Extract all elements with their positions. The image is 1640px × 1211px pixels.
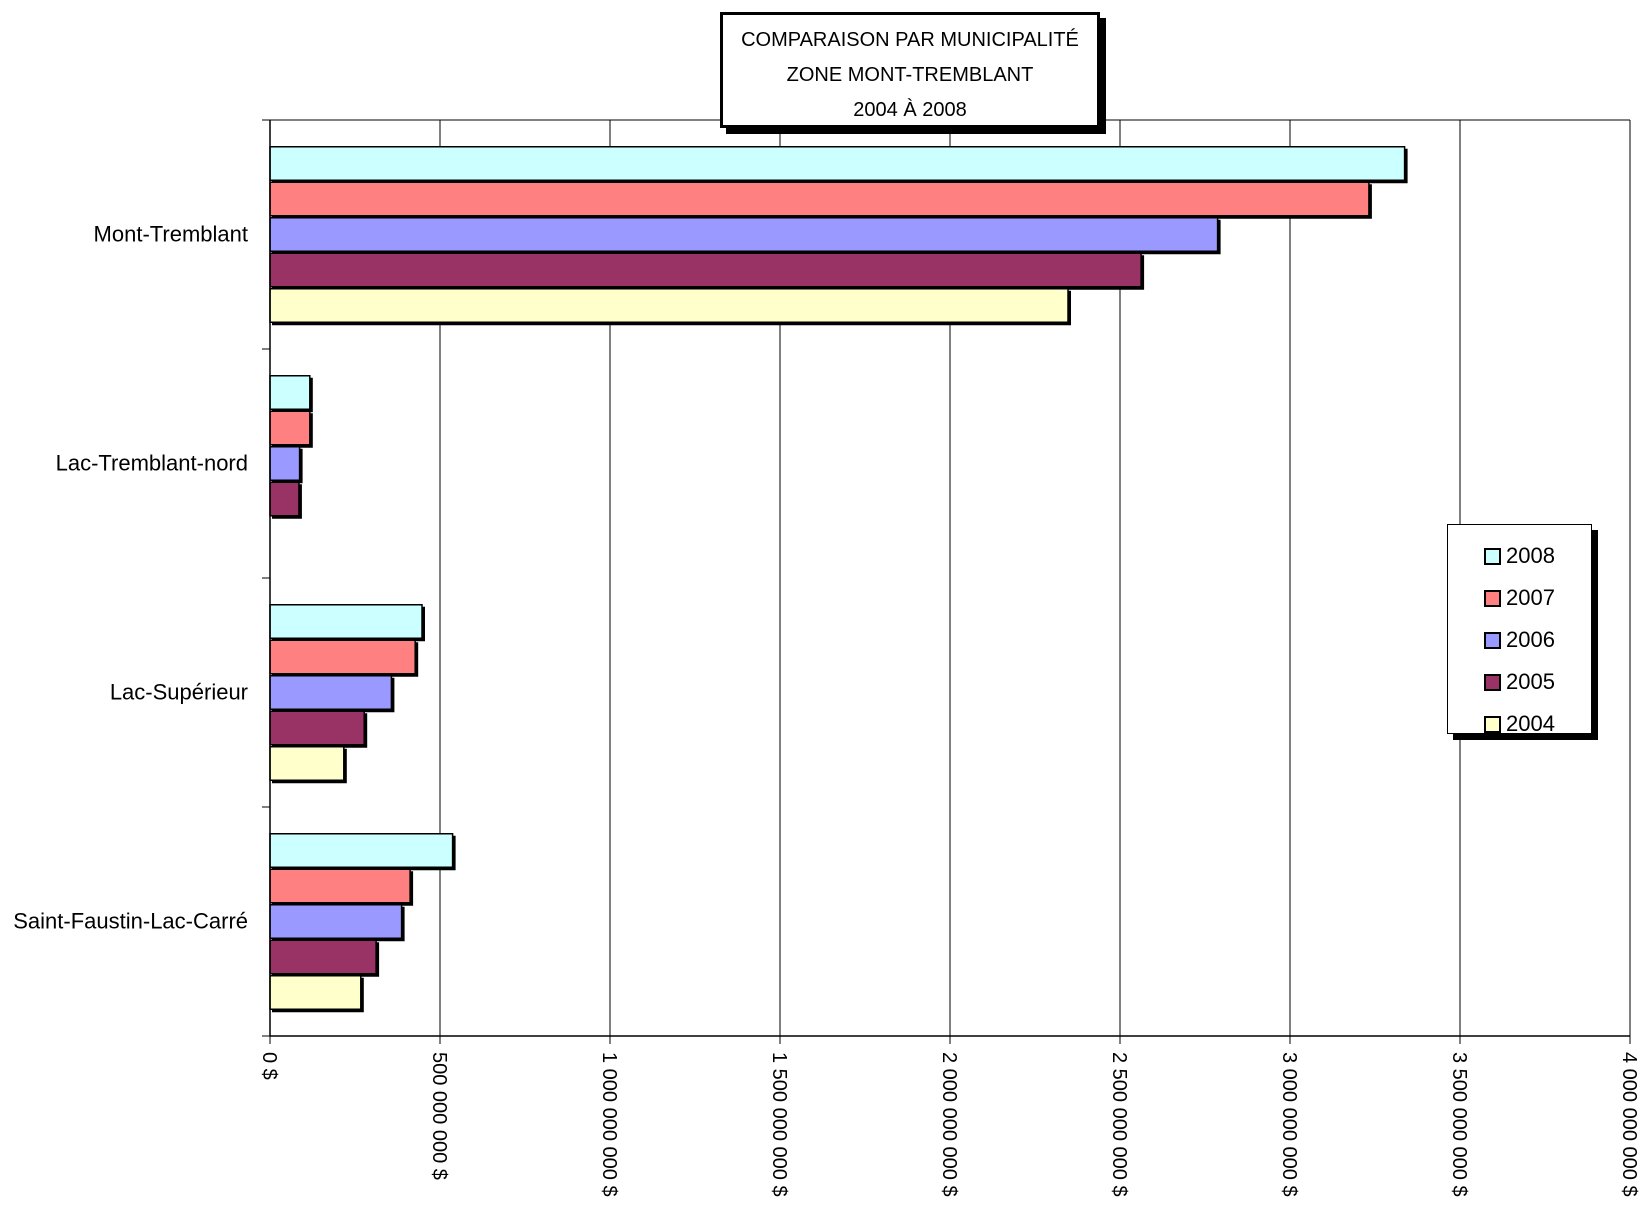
- chart-title-line-3: 2004 À 2008: [853, 99, 967, 121]
- bar-2-2005: [269, 710, 365, 746]
- category-label-1: Lac-Tremblant-nord: [56, 451, 248, 476]
- x-tick-label-5: 2 500 000 000 $: [1108, 1052, 1130, 1197]
- bar-0-2006: [269, 217, 1219, 252]
- legend-label-2007: 2007: [1506, 585, 1555, 610]
- bar-0-2005: [269, 252, 1142, 288]
- legend-swatch-2007: [1484, 589, 1501, 607]
- bar-3-2008: [269, 833, 454, 868]
- bar-1-2007: [269, 410, 311, 446]
- bar-0-2007: [269, 181, 1370, 217]
- bar-1-2008: [269, 375, 311, 410]
- legend-label-2008: 2008: [1506, 543, 1555, 568]
- bars: [269, 146, 1408, 1013]
- bar-0-2004: [269, 288, 1069, 323]
- x-tick-label-7: 3 500 000 000 $: [1448, 1052, 1470, 1197]
- bar-3-2006: [269, 904, 403, 939]
- labels: 0 $ 500 000 000 $ 1 000 000 000 $ 1 500 000…: [13, 222, 1640, 1197]
- bar-0-2008: [269, 146, 1406, 181]
- bar-1-2006: [269, 446, 301, 481]
- chart-title-line-1: COMPARAISON PAR MUNICIPALITÉ: [741, 29, 1079, 51]
- legend-item-2004: 2004: [1448, 703, 1591, 745]
- bar-2-2006: [269, 675, 393, 710]
- legend-item-2007: 2007: [1448, 577, 1591, 619]
- bar-2-2007: [269, 639, 416, 675]
- legend-label-2005: 2005: [1506, 669, 1555, 694]
- bar-2-2008: [269, 604, 423, 639]
- bar-3-2007: [269, 868, 411, 904]
- x-tick-label-8: 4 000 000 000 $: [1618, 1052, 1640, 1197]
- bar-2-2004: [269, 746, 345, 781]
- legend-swatch-2004: [1484, 715, 1501, 733]
- legend-label-2004: 2004: [1506, 711, 1555, 736]
- bar-1-2005: [269, 481, 300, 517]
- category-label-2: Lac-Supérieur: [110, 680, 248, 705]
- x-tick-label-4: 2 000 000 000 $: [938, 1052, 960, 1197]
- x-tick-label-2: 1 000 000 000 $: [598, 1052, 620, 1197]
- bar-3-2004: [269, 975, 362, 1010]
- x-tick-label-6: 3 000 000 000 $: [1278, 1052, 1300, 1197]
- legend-swatch-2006: [1484, 631, 1501, 649]
- category-label-3: Saint-Faustin-Lac-Carré: [13, 909, 248, 934]
- chart-title-line-2: ZONE MONT-TREMBLANT: [786, 64, 1034, 86]
- bar-3-2005: [269, 939, 377, 975]
- x-tick-label-1: 500 000 000 $: [428, 1052, 450, 1180]
- legend: 2008 2007 2006 2005 2004: [1447, 524, 1592, 736]
- category-label-0: Mont-Tremblant: [94, 222, 248, 247]
- legend-item-2008: 2008: [1448, 535, 1591, 577]
- x-tick-label-0: 0 $: [258, 1052, 280, 1080]
- legend-label-2006: 2006: [1506, 627, 1555, 652]
- legend-swatch-2005: [1484, 673, 1501, 691]
- legend-item-2005: 2005: [1448, 661, 1591, 703]
- legend-swatch-2008: [1484, 547, 1501, 565]
- chart-title: COMPARAISON PAR MUNICIPALITÉ ZONE MONT-T…: [720, 12, 1100, 128]
- legend-item-2006: 2006: [1448, 619, 1591, 661]
- x-tick-label-3: 1 500 000 000 $: [768, 1052, 790, 1197]
